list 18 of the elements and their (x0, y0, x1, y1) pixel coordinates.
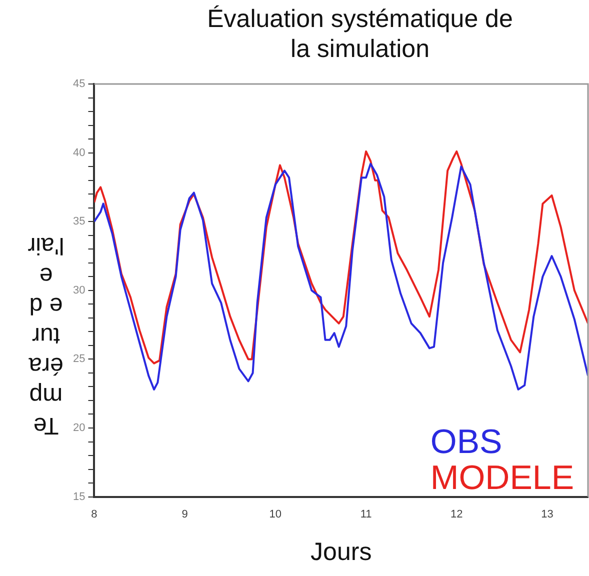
y-tick-label: 25 (72, 353, 86, 366)
chart-title: Évaluation systématique de la simulation (206, 4, 514, 64)
y-tick-label: 45 (72, 78, 86, 90)
text: MODELE (430, 458, 574, 497)
x-tick-label: 13 (541, 508, 554, 520)
y-tick-label: 15 (72, 490, 86, 503)
x-tick-label: 11 (360, 508, 372, 520)
y-tick-label: 20 (72, 422, 86, 434)
y-axis-title: Température de l'air (26, 231, 66, 440)
y-tick-label: 40 (72, 146, 86, 159)
y-tick-label: 30 (72, 284, 86, 296)
x-tick-label: 8 (91, 508, 98, 520)
y-tick-label: 35 (72, 216, 86, 228)
series-label: OBS (430, 422, 502, 461)
x-tick-label: 12 (450, 508, 463, 520)
x-axis-title: Jours (310, 538, 372, 566)
x-tick-label: 9 (182, 508, 188, 520)
x-tick-label: 10 (269, 508, 282, 520)
